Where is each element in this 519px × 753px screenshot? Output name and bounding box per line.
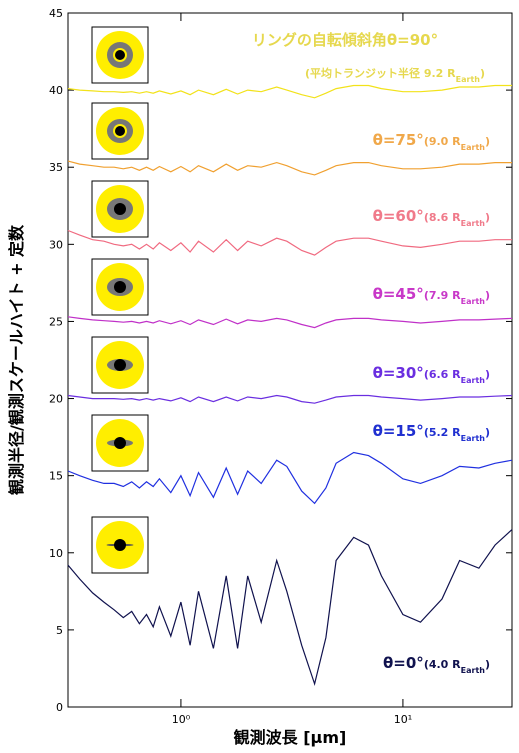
icon-planet (114, 437, 126, 449)
note-subscript: Earth (461, 434, 486, 443)
note-text: (6.6 R (424, 368, 461, 381)
series-line (67, 160, 512, 176)
note-text: (4.0 R (424, 658, 461, 671)
y-tick-label: 0 (56, 701, 63, 714)
y-tick-label: 10 (49, 547, 63, 560)
note-end: ) (485, 368, 490, 381)
y-tick-label: 40 (49, 84, 63, 97)
series-line (67, 229, 512, 256)
series-line (67, 529, 513, 687)
note-end: ) (480, 67, 485, 80)
icon-planet (114, 281, 126, 293)
annotation: θ=75°(9.0 REarth) (373, 131, 490, 152)
note-text: (5.2 R (424, 426, 461, 439)
annotation: θ=30°(6.6 REarth) (373, 364, 490, 385)
note-end: ) (485, 426, 490, 439)
y-tick-label: 35 (49, 161, 63, 174)
series-line (67, 451, 513, 505)
annotation-angle: θ=15° (373, 422, 424, 440)
plot-frame (67, 12, 513, 708)
y-tick-label: 20 (49, 393, 63, 406)
annotation-angle: θ=30° (373, 364, 424, 382)
series-line (67, 316, 513, 329)
icon-planet (114, 359, 126, 371)
y-tick-label: 30 (49, 238, 63, 251)
x-tick-label: 10⁰ (172, 713, 191, 726)
annotation-title: リングの自転傾斜角θ=90° (252, 31, 438, 49)
annotation-angle: θ=75° (373, 131, 424, 149)
annotation: θ=60°(8.6 REarth) (373, 207, 490, 228)
annotation-angle: θ=0° (383, 654, 424, 672)
annotation: θ=0°(4.0 REarth) (383, 654, 490, 675)
note-end: ) (485, 658, 490, 671)
note-subscript: Earth (461, 219, 486, 228)
note-text: (9.0 R (424, 135, 461, 148)
note-text: (7.9 R (424, 289, 461, 302)
note-text: (8.6 R (424, 211, 461, 224)
annotation: θ=45°(7.9 REarth) (373, 285, 490, 306)
note-end: ) (485, 289, 490, 302)
annotation-angle: θ=60° (373, 207, 424, 225)
x-tick-label: 10¹ (394, 713, 412, 726)
icon-planet (115, 50, 125, 60)
y-tick-label: 5 (56, 624, 63, 637)
icon-planet (115, 126, 125, 136)
annotation-note: (平均トランジット半径 9.2 REarth) (305, 66, 485, 84)
icon-planet (114, 203, 126, 215)
note-end: ) (485, 135, 490, 148)
x-axis-label: 観測波長 [μm] (234, 728, 347, 747)
series-line (67, 84, 512, 99)
y-axis-label: 観測半径/観測スケールハイト + 定数 (7, 224, 26, 495)
note-text: (平均トランジット半径 9.2 R (305, 66, 456, 80)
note-subscript: Earth (461, 666, 486, 675)
note-subscript: Earth (456, 75, 481, 84)
annotation-angle: θ=45° (373, 285, 424, 303)
y-tick-label: 45 (49, 7, 63, 20)
icon-planet (114, 539, 126, 551)
annotation: θ=15°(5.2 REarth) (373, 422, 490, 443)
note-subscript: Earth (461, 376, 486, 385)
y-tick-label: 15 (49, 470, 63, 483)
note-subscript: Earth (461, 143, 486, 152)
note-end: ) (485, 211, 490, 224)
y-tick-label: 25 (49, 315, 63, 328)
series-line (67, 394, 513, 404)
note-subscript: Earth (461, 297, 486, 306)
